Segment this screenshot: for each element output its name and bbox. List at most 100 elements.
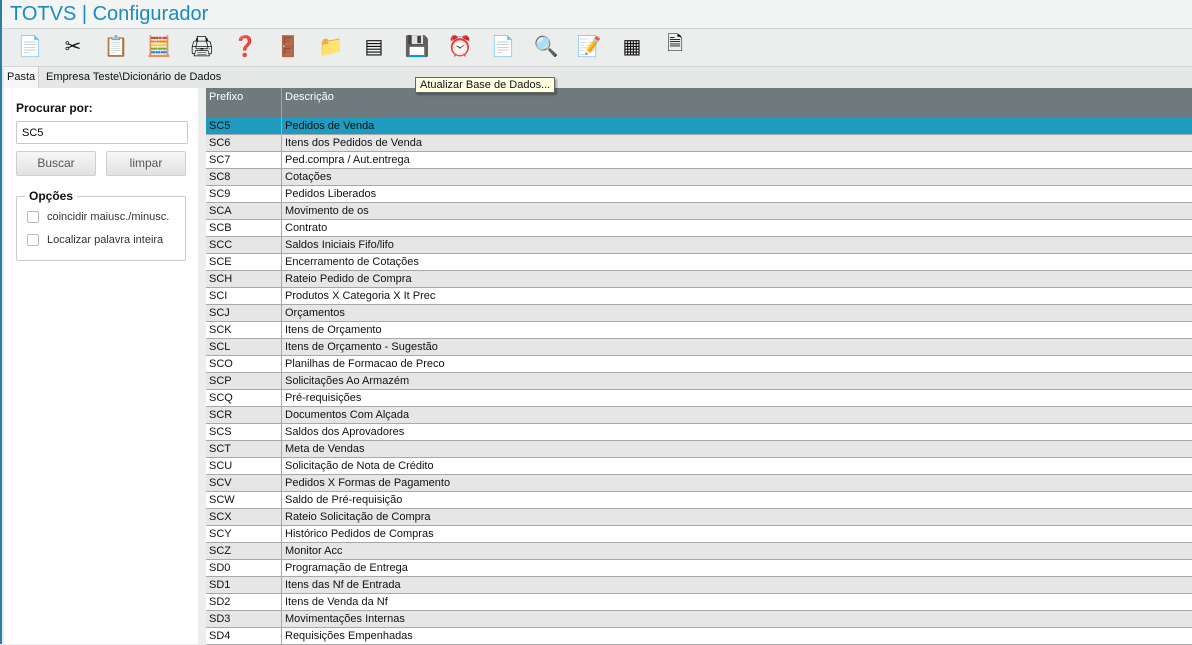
table-row[interactable]: SD3 Movimentações Internas [206, 611, 1192, 628]
table-row[interactable]: SD0 Programação de Entrega [206, 560, 1192, 577]
cell-descricao: Rateio Pedido de Compra [285, 273, 412, 285]
table-row[interactable]: SC7 Ped.compra / Aut.entrega [206, 152, 1192, 169]
table-row[interactable]: SCK Itens de Orçamento [206, 322, 1192, 339]
exit-button[interactable]: 🚪 [270, 31, 306, 61]
cell-descricao: Saldo de Pré-requisição [285, 494, 403, 506]
table-row[interactable]: SCB Contrato [206, 220, 1192, 237]
cell-descricao: Meta de Vendas [285, 443, 365, 455]
table-row[interactable]: SCY Histórico Pedidos de Compras [206, 526, 1192, 543]
help-button[interactable]: ❓ [227, 31, 263, 61]
column-descricao[interactable]: Descrição [285, 91, 334, 103]
table-row[interactable]: SCI Produtos X Categoria X It Prec [206, 288, 1192, 305]
table-row[interactable]: SCJ Orçamentos [206, 305, 1192, 322]
table-row[interactable]: SCC Saldos Iniciais Fifo/lifo [206, 237, 1192, 254]
checkbox-box[interactable] [27, 211, 39, 223]
folder-button[interactable]: 📁 [313, 31, 349, 61]
cell-descricao: Solicitação de Nota de Crédito [285, 460, 434, 472]
cell-prefixo: SCT [206, 441, 282, 457]
paste-button[interactable]: 📋 [98, 31, 134, 61]
cut-button[interactable]: ✂ [55, 31, 91, 61]
cell-descricao: Documentos Com Alçada [285, 409, 410, 421]
cell-descricao: Cotações [285, 171, 332, 183]
list-button[interactable]: ▤ [356, 31, 392, 61]
table-row[interactable]: SC5 Pedidos de Venda [206, 118, 1192, 135]
table-row[interactable]: SCZ Monitor Acc [206, 543, 1192, 560]
cell-prefixo: SCZ [206, 543, 282, 559]
cell-descricao: Programação de Entrega [285, 562, 408, 574]
table-row[interactable]: SCL Itens de Orçamento - Sugestão [206, 339, 1192, 356]
cell-prefixo: SC7 [206, 152, 282, 168]
whole-word-label: Localizar palavra inteira [47, 234, 164, 246]
path-label: Pasta [4, 67, 40, 89]
cell-prefixo: SCC [206, 237, 282, 253]
checkbox-box[interactable] [27, 234, 39, 246]
scheduled-save-button[interactable]: ⏰ [442, 31, 478, 61]
table-row[interactable]: SCO Planilhas de Formacao de Preco [206, 356, 1192, 373]
cell-descricao: Pedidos X Formas de Pagamento [285, 477, 451, 489]
options-title: Opções [25, 189, 78, 203]
cell-prefixo: SCX [206, 509, 282, 525]
cell-prefixo: SCY [206, 526, 282, 542]
cell-prefixo: SD3 [206, 611, 282, 627]
cell-prefixo: SCW [206, 492, 282, 508]
copy-button[interactable]: 📄 [12, 31, 48, 61]
table-row[interactable]: SC9 Pedidos Liberados [206, 186, 1192, 203]
match-case-checkbox[interactable]: coincidir maiusc./minusc. [27, 211, 169, 223]
table-row[interactable]: SD1 Itens das Nf de Entrada [206, 577, 1192, 594]
cell-descricao: Encerramento de Cotações [285, 256, 419, 268]
table-row[interactable]: SD2 Itens de Venda da Nf [206, 594, 1192, 611]
table-button[interactable]: ▦ [614, 31, 650, 61]
edit-icon: 📝 [576, 35, 602, 58]
calculator-button[interactable]: 🧮 [141, 31, 177, 61]
tables-grid: Prefixo Descrição SC5 Pedidos de Venda SC6… [206, 88, 1192, 645]
table-row[interactable]: SC8 Cotações [206, 169, 1192, 186]
path-bar: Pasta Empresa Teste\Dicionário de Dados [2, 66, 1192, 89]
limpar-button[interactable]: limpar [106, 151, 186, 176]
cell-prefixo: SCA [206, 203, 282, 219]
table-row[interactable]: SCP Solicitações Ao Armazém [206, 373, 1192, 390]
cell-prefixo: SCB [206, 220, 282, 236]
table-row[interactable]: SD4 Requisições Empenhadas [206, 628, 1192, 645]
document-button[interactable]: 🗎 [657, 31, 693, 61]
cell-descricao: Histórico Pedidos de Compras [285, 528, 434, 540]
exit-icon: 🚪 [275, 35, 301, 58]
table-row[interactable]: SCA Movimento de os [206, 203, 1192, 220]
buscar-button[interactable]: Buscar [16, 151, 96, 176]
cell-descricao: Requisições Empenhadas [285, 630, 413, 642]
column-prefixo[interactable]: Prefixo [206, 88, 282, 118]
cell-descricao: Movimentações Internas [285, 613, 405, 625]
table-row[interactable]: SCS Saldos dos Aprovadores [206, 424, 1192, 441]
cell-descricao: Pedidos Liberados [285, 188, 377, 200]
table-row[interactable]: SCX Rateio Solicitação de Compra [206, 509, 1192, 526]
whole-word-checkbox[interactable]: Localizar palavra inteira [27, 234, 163, 246]
table-row[interactable]: SCV Pedidos X Formas de Pagamento [206, 475, 1192, 492]
cell-prefixo: SCV [206, 475, 282, 491]
table-row[interactable]: SCE Encerramento de Cotações [206, 254, 1192, 271]
table-row[interactable]: SCT Meta de Vendas [206, 441, 1192, 458]
table-row[interactable]: SCH Rateio Pedido de Compra [206, 271, 1192, 288]
path-value: Empresa Teste\Dicionário de Dados [46, 71, 222, 83]
cell-descricao: Itens de Orçamento - Sugestão [285, 341, 438, 353]
cell-descricao: Ped.compra / Aut.entrega [285, 154, 410, 166]
cell-prefixo: SD2 [206, 594, 282, 610]
table-row[interactable]: SCR Documentos Com Alçada [206, 407, 1192, 424]
search-input[interactable] [16, 121, 188, 144]
table-row[interactable]: SC6 Itens dos Pedidos de Venda [206, 135, 1192, 152]
cell-prefixo: SCE [206, 254, 282, 270]
cell-prefixo: SCI [206, 288, 282, 304]
cell-prefixo: SD1 [206, 577, 282, 593]
add-document-icon: 📄 [490, 35, 516, 58]
cell-prefixo: SCJ [206, 305, 282, 321]
copy-icon: 📄 [17, 35, 43, 58]
edit-button[interactable]: 📝 [571, 31, 607, 61]
document-icon: 🗎 [666, 33, 684, 55]
save-database-button[interactable]: 💾 [399, 31, 435, 61]
print-button[interactable]: 🖨 [184, 31, 220, 61]
search-document-button[interactable]: 🔍 [528, 31, 564, 61]
cell-descricao: Itens de Venda da Nf [285, 596, 388, 608]
table-row[interactable]: SCW Saldo de Pré-requisição [206, 492, 1192, 509]
add-document-button[interactable]: 📄 [485, 31, 521, 61]
table-row[interactable]: SCQ Pré-requisições [206, 390, 1192, 407]
table-row[interactable]: SCU Solicitação de Nota de Crédito [206, 458, 1192, 475]
cell-prefixo: SD4 [206, 628, 282, 644]
